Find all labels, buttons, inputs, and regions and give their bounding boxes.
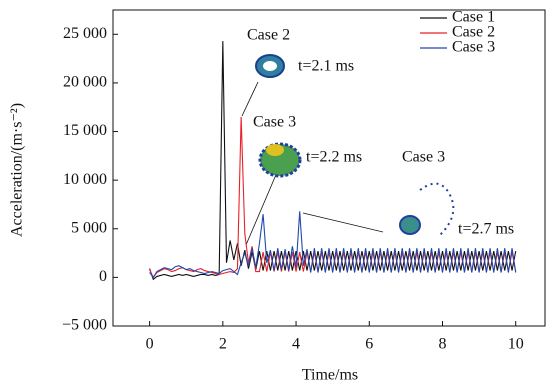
x-tick-label: 2	[219, 336, 227, 353]
inset-shape	[420, 184, 453, 235]
annotation: Case 2	[247, 27, 290, 44]
legend-label: Case 3	[452, 39, 495, 56]
leader-line	[246, 170, 278, 245]
annotation: t=2.2 ms	[306, 149, 362, 166]
annotation: Case 3	[253, 114, 296, 131]
y-tick-label: 0	[99, 268, 107, 285]
y-tick-label: 10 000	[63, 171, 107, 188]
y-tick-label: 25 000	[63, 25, 107, 42]
chart: Time/ms Acceleration/(m·s⁻²) −5 000 0 5 00…	[0, 0, 548, 386]
y-axis-label: Acceleration/(m·s⁻²)	[9, 103, 26, 237]
insets	[256, 55, 453, 235]
inset-shape	[266, 144, 284, 156]
x-tick-label: 6	[365, 336, 373, 353]
annotation: t=2.1 ms	[298, 58, 354, 75]
x-tick-label: 0	[146, 336, 154, 353]
annotation: t=2.7 ms	[458, 221, 514, 238]
inset-shape	[400, 216, 420, 234]
y-tick-label: 15 000	[63, 122, 107, 139]
leader-line	[303, 213, 383, 232]
x-tick-label: 10	[508, 336, 524, 353]
x-axis-label: Time/ms	[302, 367, 358, 384]
leader-line	[242, 82, 258, 116]
y-tick-label: 20 000	[63, 74, 107, 91]
x-tick-label: 8	[438, 336, 446, 353]
y-tick-label: −5 000	[62, 317, 107, 334]
inset-shape	[263, 61, 277, 71]
x-tick-label: 4	[292, 336, 300, 353]
y-tick-label: 5 000	[71, 219, 107, 236]
annotation: Case 3	[402, 149, 445, 166]
